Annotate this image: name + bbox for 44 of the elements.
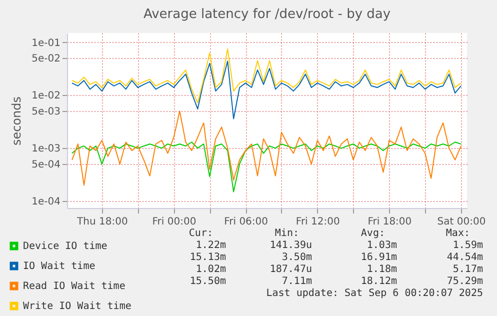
x-tick-label: Sat 00:00 <box>437 216 486 228</box>
x-tick-label: Fri 06:00 <box>224 216 268 228</box>
x-tick-label: Fri 00:00 <box>152 216 196 228</box>
y-tick-label: 5e-02 <box>32 54 60 65</box>
legend-label: IO Wait time <box>23 261 96 272</box>
text: 5.17m <box>452 264 483 275</box>
text: Max: <box>446 228 470 239</box>
text: 1.03m <box>366 240 397 251</box>
text: 1.22m <box>196 240 226 251</box>
text: 16.91m <box>360 252 397 263</box>
y-tick-label: 1e-04 <box>32 196 60 208</box>
line-series <box>71 60 462 120</box>
chart-title: Average latency for /dev/root - by day <box>143 7 391 22</box>
text: Last update: Sat Sep 6 00:20:07 2025 <box>266 288 483 299</box>
text: 75.29m <box>446 276 483 287</box>
x-tick-label: Thu 18:00 <box>76 216 128 228</box>
line-series <box>71 48 462 104</box>
text: 15.50m <box>190 276 226 287</box>
text: 1.02m <box>196 264 226 275</box>
y-tick-label: 1e-02 <box>32 90 60 102</box>
text: 18.12m <box>360 276 397 287</box>
text: 141.39u <box>270 240 312 251</box>
x-tick-label: Fri 18:00 <box>368 216 412 228</box>
text: 44.54m <box>446 252 483 263</box>
legend-label: Write IO Wait time <box>23 301 132 312</box>
text: Avg: <box>360 228 385 239</box>
y-tick-label: 5e-04 <box>32 160 60 171</box>
text: Min: <box>274 228 299 239</box>
y-tick-label: 1e-01 <box>32 38 60 49</box>
legend-label: Read IO Wait time <box>23 281 126 292</box>
text: 3.50m <box>282 252 312 263</box>
text: 1.59m <box>452 240 483 251</box>
text: 187.47u <box>270 264 312 275</box>
text: 1.18m <box>366 264 397 275</box>
y-axis-title: seconds <box>10 96 24 146</box>
text: 7.11m <box>282 276 312 287</box>
legend-label: Device IO time <box>23 241 108 252</box>
line-series <box>71 142 462 192</box>
x-tick-label: Fri 12:00 <box>296 216 340 228</box>
text: 15.13m <box>190 252 226 263</box>
text: Cur: <box>188 228 213 239</box>
line-series <box>71 110 462 186</box>
y-tick-label: 1e-03 <box>32 144 60 155</box>
y-tick-label: 5e-03 <box>32 106 60 118</box>
